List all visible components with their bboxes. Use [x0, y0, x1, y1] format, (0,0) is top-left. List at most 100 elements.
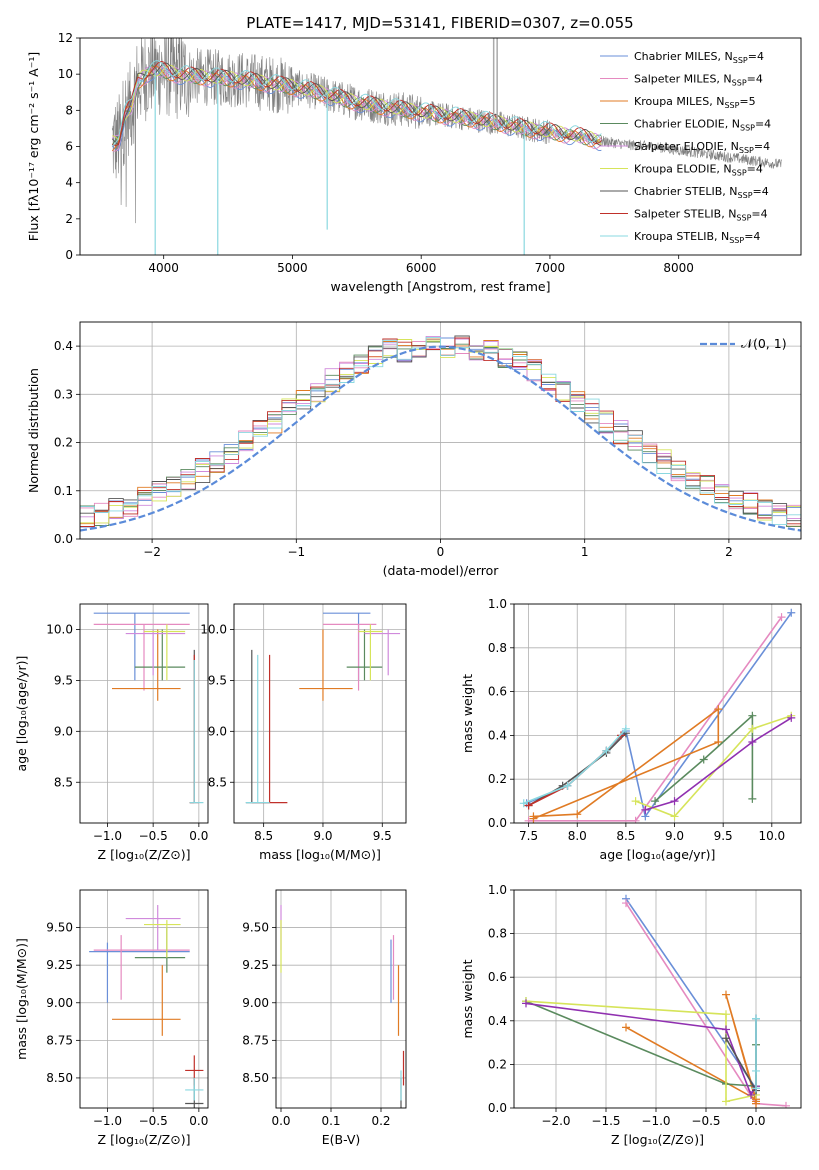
weight-marker	[722, 1097, 730, 1106]
weight-marker	[529, 814, 538, 823]
weight-marker	[752, 1084, 760, 1093]
x-tick-label: 4000	[148, 261, 179, 275]
y-tick-label: 0.6	[488, 685, 507, 699]
weight-marker	[722, 1034, 730, 1043]
x-axis-label: Z [log₁₀(Z/Z⊙)]	[98, 1132, 191, 1147]
x-tick-label: −1.0	[641, 1114, 670, 1128]
weight-marker	[714, 705, 723, 714]
x-tick-label: 9.0	[665, 829, 684, 843]
axes-frame	[79, 603, 209, 824]
y-tick-label: 0.0	[488, 1101, 507, 1115]
y-tick-label: 8.75	[242, 1033, 269, 1047]
legend-tail: =5	[739, 95, 755, 108]
weight-marker	[651, 797, 660, 806]
x-tick-label: −1.0	[93, 829, 122, 843]
y-tick-label: 0.8	[488, 641, 507, 655]
x-tick-label: 8.5	[254, 829, 273, 843]
legend-tail: =4	[755, 118, 771, 131]
observed-spectrum	[111, 38, 782, 224]
y-axis-label: Normed distribution	[26, 368, 41, 493]
legend-entry: Kroupa MILES, NSSP=5	[634, 95, 756, 110]
legend-subscript: SSP	[739, 146, 754, 155]
model-spectrum	[111, 60, 602, 147]
legend-entry: Chabrier MILES, NSSP=4	[634, 50, 764, 65]
weight-series	[635, 714, 792, 818]
y-tick-label: 8.50	[242, 1071, 269, 1085]
weight-marker	[519, 799, 528, 808]
y-tick-label: 9.5	[208, 673, 227, 687]
plot-area-spectrum	[111, 38, 782, 255]
x-tick-label: −0.5	[139, 1114, 168, 1128]
x-tick-label: −1	[287, 545, 305, 559]
y-tick-label: 1.0	[488, 597, 507, 611]
legend: 𝒩(0, 1)	[700, 336, 787, 351]
legend-tail: =4	[754, 140, 770, 153]
y-tick-label: 0.6	[488, 970, 507, 984]
x-tick-label: 8.0	[568, 829, 587, 843]
plot-area-mass-weight-vs-z	[514, 890, 801, 1108]
y-tick-label: 6	[65, 140, 73, 154]
x-tick-label: 0.1	[321, 1114, 340, 1128]
y-tick-label: 0.0	[488, 816, 507, 830]
legend-entry: 𝒩(0, 1)	[741, 336, 787, 351]
legend-text: Kroupa MILES, N	[634, 95, 724, 108]
weight-marker	[722, 990, 730, 999]
x-axis-label: mass [log₁₀(M/M⊙)]	[259, 847, 381, 862]
y-tick-label: 0.4	[488, 1014, 507, 1028]
weight-marker	[777, 613, 786, 622]
model-spectrum	[111, 62, 602, 146]
weight-marker	[752, 1066, 760, 1075]
legend-text: Kroupa ELODIE, N	[634, 163, 732, 176]
legend-subscript: SSP	[736, 214, 751, 223]
legend-entry: Salpeter ELODIE, NSSP=4	[634, 140, 770, 155]
x-tick-label: 7.5	[519, 829, 538, 843]
weight-marker	[621, 724, 630, 733]
x-tick-label: 9.0	[313, 829, 332, 843]
weight-series	[654, 713, 754, 802]
legend-tail: =4	[747, 163, 763, 176]
y-tick-label: 2	[65, 212, 73, 226]
legend-text: Chabrier STELIB, N	[634, 185, 738, 198]
y-tick-label: 8	[65, 103, 73, 117]
legend-subscript: SSP	[724, 101, 739, 110]
weight-series	[523, 728, 627, 805]
x-tick-label: 0.0	[746, 1114, 765, 1128]
axes-frame	[79, 37, 802, 256]
x-axis-label: (data-model)/error	[383, 563, 500, 578]
model-spectrum	[111, 64, 602, 146]
y-tick-label: 0.0	[54, 532, 73, 546]
weight-marker	[722, 1025, 730, 1034]
weight-marker	[748, 737, 757, 746]
legend-entry: Kroupa STELIB, NSSP=4	[634, 230, 760, 245]
x-axis-label: E(B-V)	[322, 1132, 361, 1147]
legend-text: Salpeter ELODIE, N	[634, 140, 739, 153]
y-axis-label: mass [log₁₀(M/M⊙)]	[14, 938, 29, 1060]
model-spectrum	[112, 66, 602, 152]
x-tick-label: 0.0	[189, 1114, 208, 1128]
y-axis-label: age [log₁₀(age/yr)]	[14, 656, 29, 772]
x-tick-label: 0.0	[271, 1114, 290, 1128]
y-tick-label: 0	[65, 248, 73, 262]
axes-frame	[233, 603, 407, 824]
weight-series	[525, 1000, 757, 1103]
plot-area-mass-weight-vs-age	[514, 604, 801, 823]
y-tick-label: 0.8	[488, 927, 507, 941]
panel-age-vs-z: −1.0 −0.5 0.0 8.5 9.0 9.5 10.0 Z [log₁₀(Z/Z⊙)] a…	[14, 603, 209, 862]
y-tick-label: 8.5	[54, 775, 73, 789]
weight-marker	[631, 797, 640, 806]
x-tick-label: 0.0	[189, 829, 208, 843]
legend-entry: Salpeter STELIB, NSSP=4	[634, 208, 768, 223]
x-tick-label: 8000	[663, 261, 694, 275]
x-axis-label: wavelength [Angstrom, rest frame]	[330, 279, 550, 294]
weight-marker	[787, 713, 796, 722]
x-axis-label: Z [log₁₀(Z/Z⊙)]	[98, 847, 191, 862]
y-tick-label: 4	[65, 176, 73, 190]
legend-tail: =4	[751, 208, 767, 221]
weight-series	[645, 717, 792, 811]
panel-mass-weight-vs-age: 7.5 8.0 8.5 9.0 9.5 10.0 0.0 0.2 0.4 0.6 0.8 1.0 age…	[460, 597, 802, 862]
weight-marker	[752, 1099, 760, 1108]
x-tick-label: 9.5	[373, 829, 392, 843]
y-tick-label: 0.2	[488, 1057, 507, 1071]
plot-area-age-vs-z	[80, 604, 208, 823]
axes-frame	[513, 889, 802, 1109]
